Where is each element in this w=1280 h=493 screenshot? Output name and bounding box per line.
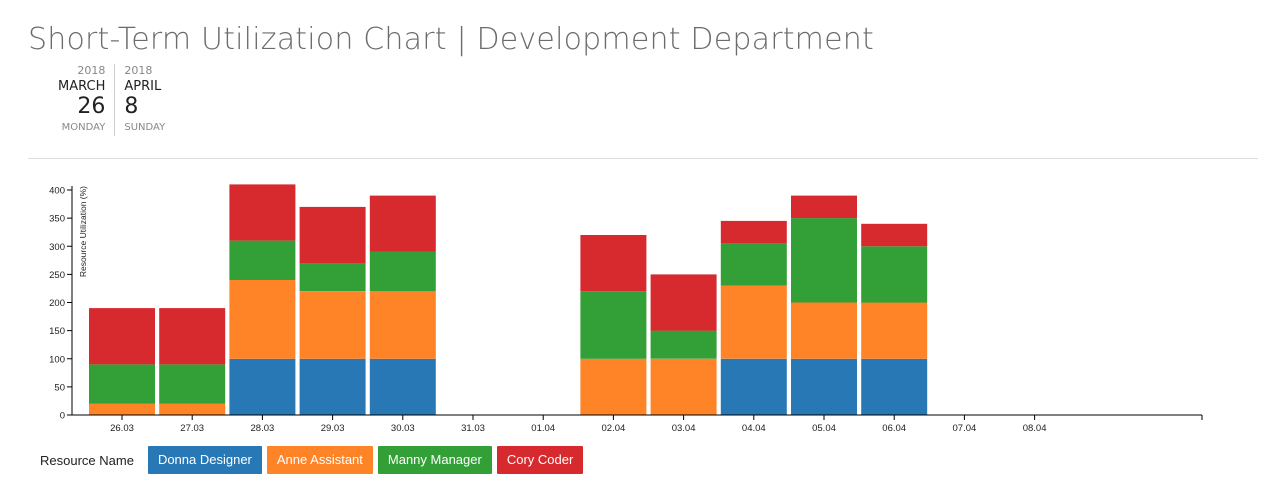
- x-tick-label-29.03: 29.03: [321, 423, 345, 434]
- bar-30.03-series-3[interactable]: [369, 195, 436, 252]
- bar-30.03-series-0[interactable]: [369, 358, 436, 416]
- x-tick-label-28.03: 28.03: [251, 423, 275, 434]
- date-range: 2018 MARCH 26 MONDAY 2018 APRIL 8 SUNDAY: [58, 64, 165, 136]
- x-tick-label-31.03: 31.03: [461, 423, 485, 434]
- bar-06.04-series-2[interactable]: [861, 246, 928, 303]
- bar-05.04-series-0[interactable]: [791, 358, 857, 416]
- bar-06.04-series-3[interactable]: [861, 223, 928, 247]
- end-weekday: SUNDAY: [124, 122, 166, 133]
- x-tick-label-07.04: 07.04: [953, 423, 977, 434]
- bar-29.03-series-3[interactable]: [299, 206, 366, 264]
- x-tick-label-30.03: 30.03: [391, 423, 415, 434]
- start-year: 2018: [77, 64, 106, 77]
- bar-28.03-series-1[interactable]: [229, 280, 296, 359]
- bar-04.04-series-0[interactable]: [720, 358, 787, 416]
- y-tick-label-400: 400: [49, 186, 65, 197]
- page-title: Short-Term Utilization Chart | Developme…: [28, 22, 874, 57]
- x-tick-label-01.04: 01.04: [531, 423, 555, 434]
- bar-27.03-series-2[interactable]: [159, 364, 226, 404]
- legend: Resource Name Donna Designer Anne Assist…: [40, 446, 588, 474]
- x-tick-label-06.04: 06.04: [882, 423, 906, 434]
- x-tick-label-05.04: 05.04: [812, 423, 836, 434]
- legend-item-anne-assistant[interactable]: Anne Assistant: [266, 446, 373, 474]
- y-tick-label-0: 0: [60, 411, 65, 422]
- start-weekday: MONDAY: [61, 122, 106, 133]
- end-month: APRIL: [124, 79, 162, 94]
- y-tick-label-100: 100: [49, 354, 65, 365]
- bar-27.03-series-3[interactable]: [159, 308, 226, 365]
- y-axis-label: Resource Utilization (%): [78, 186, 88, 277]
- x-tick-label-08.04: 08.04: [1023, 423, 1047, 434]
- bar-28.03-series-0[interactable]: [229, 358, 296, 416]
- bar-27.03-series-1[interactable]: [159, 403, 226, 416]
- bar-30.03-series-2[interactable]: [369, 251, 436, 292]
- y-tick-label-150: 150: [49, 326, 65, 337]
- bar-29.03-series-2[interactable]: [299, 263, 366, 292]
- bar-29.03-series-0[interactable]: [299, 358, 366, 416]
- bar-04.04-series-3[interactable]: [720, 220, 787, 244]
- start-month: MARCH: [58, 79, 106, 94]
- end-year: 2018: [124, 64, 153, 77]
- bar-03.04-series-2[interactable]: [650, 330, 717, 359]
- bar-29.03-series-1[interactable]: [299, 291, 366, 359]
- end-day: 8: [124, 94, 139, 119]
- bar-26.03-series-2[interactable]: [89, 364, 155, 404]
- y-tick-label-250: 250: [49, 270, 65, 281]
- bar-04.04-series-2[interactable]: [720, 243, 787, 286]
- y-tick-label-300: 300: [49, 242, 65, 253]
- bar-05.04-series-1[interactable]: [791, 302, 857, 359]
- legend-item-cory-coder[interactable]: Cory Coder: [496, 446, 584, 474]
- x-tick-label-04.04: 04.04: [742, 423, 766, 434]
- x-tick-label-27.03: 27.03: [180, 423, 204, 434]
- bar-03.04-series-3[interactable]: [650, 274, 717, 331]
- y-tick-label-50: 50: [54, 382, 65, 393]
- legend-item-donna-designer[interactable]: Donna Designer: [147, 446, 262, 474]
- bar-03.04-series-1[interactable]: [650, 358, 717, 416]
- y-tick-label-350: 350: [49, 214, 65, 225]
- bar-28.03-series-2[interactable]: [229, 240, 296, 280]
- bar-28.03-series-3[interactable]: [229, 184, 296, 241]
- start-date: 2018 MARCH 26 MONDAY: [58, 64, 116, 136]
- bar-06.04-series-1[interactable]: [861, 302, 928, 359]
- end-date: 2018 APRIL 8 SUNDAY: [115, 64, 165, 136]
- x-tick-label-26.03: 26.03: [110, 423, 134, 434]
- utilization-chart: 0 50 100 150 200 250 300 350 400 Resource Utiliza…: [49, 184, 1203, 434]
- x-tick-label-03.04: 03.04: [672, 423, 696, 434]
- bar-02.04-series-1[interactable]: [580, 358, 647, 416]
- legend-title: Resource Name: [40, 452, 134, 468]
- start-day: 26: [77, 94, 106, 119]
- bar-05.04-series-3[interactable]: [791, 195, 857, 219]
- x-tick-label-02.04: 02.04: [602, 423, 626, 434]
- bar-26.03-series-1[interactable]: [89, 403, 155, 416]
- bar-06.04-series-0[interactable]: [861, 358, 928, 416]
- y-tick-label-200: 200: [49, 298, 65, 309]
- bar-02.04-series-2[interactable]: [580, 291, 647, 359]
- bar-05.04-series-2[interactable]: [791, 218, 857, 303]
- bar-26.03-series-3[interactable]: [89, 308, 155, 365]
- bar-04.04-series-1[interactable]: [720, 285, 787, 359]
- legend-item-manny-manager[interactable]: Manny Manager: [377, 446, 492, 474]
- bar-02.04-series-3[interactable]: [580, 235, 647, 292]
- bar-30.03-series-1[interactable]: [369, 291, 436, 359]
- header-divider: [28, 158, 1258, 159]
